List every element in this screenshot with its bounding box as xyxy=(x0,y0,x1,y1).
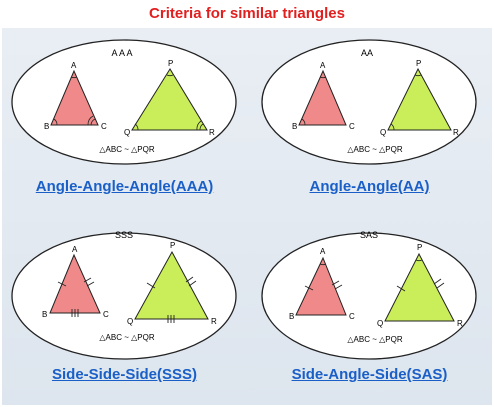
sas-label-r: R xyxy=(457,319,463,328)
aa-label-p: P xyxy=(416,59,421,68)
aa-heading: AA xyxy=(361,48,373,58)
aaa-diagram: A A A A B C P Q R △ABC ~ △PQR xyxy=(11,39,237,165)
aaa-label-q: Q xyxy=(124,128,130,137)
aaa-triangle-pqr xyxy=(131,68,208,131)
sss-similarity-statement: △ABC ~ △PQR xyxy=(99,333,154,342)
sss-heading: SSS xyxy=(115,230,133,240)
sas-label-q: Q xyxy=(377,319,383,328)
sas-label-b: B xyxy=(289,312,294,321)
title-bar: Criteria for similar triangles xyxy=(0,0,494,28)
aaa-label-a: A xyxy=(71,61,77,70)
link-side-angle-side[interactable]: Side-Angle-Side(SAS) xyxy=(291,366,448,383)
sss-ellipse xyxy=(11,232,237,360)
sas-label-c: C xyxy=(349,312,355,321)
aa-triangle-pqr xyxy=(387,67,452,131)
aa-label-r: R xyxy=(453,128,459,137)
sss-label-a: A xyxy=(72,245,78,254)
quadrant-aa: AA A B C P Q R △ABC ~ △PQR Angle-Angle(A… xyxy=(247,28,492,216)
aaa-triangle-abc xyxy=(50,69,99,126)
aa-label-c: C xyxy=(349,122,355,131)
aa-diagram: AA A B C P Q R △ABC ~ △PQR xyxy=(261,39,477,165)
sas-label-p: P xyxy=(417,243,422,252)
quadrant-aaa: A A A A B C P Q R △ABC ~ △PQR Angle-Angl… xyxy=(2,28,247,216)
sss-label-b: B xyxy=(42,310,47,319)
content-panel: A A A A B C P Q R △ABC ~ △PQR Angle-Angl… xyxy=(2,28,492,405)
sas-similarity-statement: △ABC ~ △PQR xyxy=(347,335,402,344)
aa-similarity-statement: △ABC ~ △PQR xyxy=(347,145,402,154)
quadrant-sas: SAS A B C P Q R △ABC ~ △PQR Side-Angle-S… xyxy=(247,216,492,404)
aaa-similarity-statement: △ABC ~ △PQR xyxy=(99,145,154,154)
sss-label-q: Q xyxy=(127,317,133,326)
sss-label-p: P xyxy=(170,241,175,250)
aaa-label-r: R xyxy=(209,128,215,137)
aaa-heading: A A A xyxy=(111,48,132,58)
sas-triangle-pqr xyxy=(384,252,455,322)
sss-diagram: SSS A B C P Q R △ABC ~ △PQR xyxy=(11,230,237,360)
aaa-label-c: C xyxy=(101,122,107,131)
page-title: Criteria for similar triangles xyxy=(149,5,345,22)
sas-triangle-abc xyxy=(295,256,347,316)
aa-triangle-abc xyxy=(298,69,347,126)
aa-ellipse xyxy=(261,39,477,165)
sas-diagram: SAS A B C P Q R △ABC ~ △PQR xyxy=(261,230,477,360)
quadrant-sss: SSS A B C P Q R △ABC ~ △PQR Side-Side xyxy=(2,216,247,404)
aaa-label-p: P xyxy=(168,59,173,68)
link-side-side-side[interactable]: Side-Side-Side(SSS) xyxy=(51,366,198,383)
aa-label-q: Q xyxy=(380,128,386,137)
aa-label-b: B xyxy=(292,122,297,131)
sas-heading: SAS xyxy=(360,230,378,240)
aa-label-a: A xyxy=(320,61,326,70)
sss-label-r: R xyxy=(211,317,217,326)
aaa-ellipse xyxy=(11,39,237,165)
sas-label-a: A xyxy=(320,247,326,256)
link-angle-angle-angle[interactable]: Angle-Angle-Angle(AAA) xyxy=(35,178,214,195)
sss-label-c: C xyxy=(103,310,109,319)
aaa-label-b: B xyxy=(44,122,49,131)
link-angle-angle[interactable]: Angle-Angle(AA) xyxy=(309,178,430,195)
